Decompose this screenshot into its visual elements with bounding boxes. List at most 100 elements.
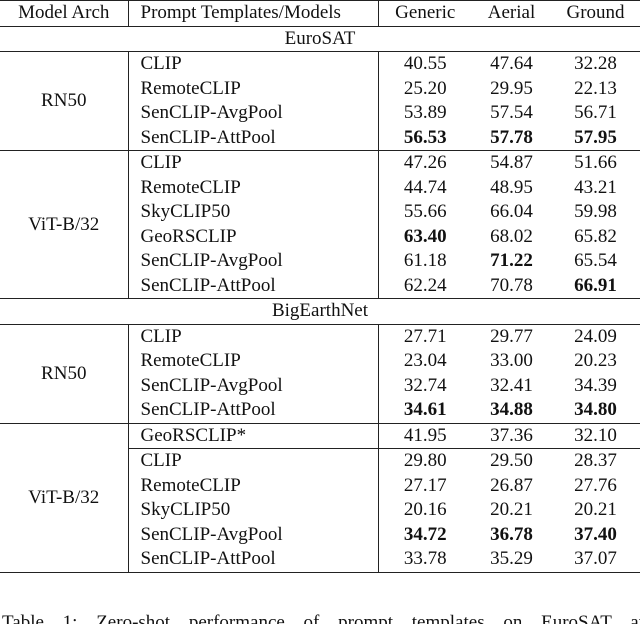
score: 66.04	[490, 201, 533, 223]
score: 62.24	[377, 273, 472, 299]
score: 51.66	[574, 152, 617, 174]
data-row: CLIP 29.80 29.50 28.37	[0, 448, 640, 474]
score: 27.71	[377, 324, 472, 349]
data-row: RemoteCLIP 25.20 29.95 22.13	[0, 76, 640, 101]
score: 57.95	[551, 125, 640, 151]
score: 56.71	[574, 102, 617, 124]
model-name: GeoRSCLIP	[127, 224, 378, 249]
model-arch: ViT-B/32	[0, 423, 128, 573]
score: 20.23	[574, 350, 617, 372]
score: 65.54	[574, 250, 617, 272]
model-arch: RN50	[0, 51, 128, 151]
header-cell: Prompt Templates/Models	[127, 0, 378, 27]
score: 29.80	[377, 448, 472, 474]
score: 27.17	[377, 473, 472, 498]
model-name: CLIP	[127, 51, 378, 77]
score: 23.04	[377, 349, 472, 374]
score: 48.95	[490, 176, 533, 198]
score: 47.64	[490, 53, 533, 75]
header-cell: Ground	[551, 0, 640, 27]
results-table: Model Arch Prompt Templates/Models Generic…	[0, 0, 640, 573]
score: 26.87	[490, 474, 533, 496]
data-row: SkyCLIP50 55.66 66.04 59.98	[0, 200, 640, 225]
score: 65.82	[574, 225, 617, 247]
score: 68.02	[490, 225, 533, 247]
data-row: RN50 CLIP 40.55 47.64 32.28	[0, 51, 640, 151]
model-name: SenCLIP-AttPool	[127, 273, 378, 299]
model-name: SkyCLIP50	[127, 200, 378, 225]
score: 37.07	[551, 547, 640, 573]
header-cell: Aerial	[472, 0, 551, 27]
score: 63.40	[377, 224, 472, 249]
score: 70.78	[472, 273, 551, 299]
score: 29.50	[490, 450, 533, 472]
score: 40.55	[377, 51, 472, 77]
model-name: SenCLIP-AvgPool	[127, 101, 378, 126]
model-arch: ViT-B/32	[0, 150, 128, 299]
model-name: RemoteCLIP	[127, 175, 378, 200]
score: 37.40	[574, 523, 617, 545]
model-name: CLIP	[127, 324, 378, 349]
model-name: CLIP	[127, 150, 378, 176]
score: 47.26	[377, 150, 472, 176]
score: 44.74	[377, 175, 472, 200]
score: 20.21	[574, 499, 617, 521]
score: 36.78	[490, 523, 533, 545]
score: 20.16	[377, 498, 472, 523]
header-cell: Model Arch	[0, 0, 128, 27]
section-row: BigEarthNet	[0, 299, 640, 324]
score: 32.74	[377, 373, 472, 398]
score: 53.89	[377, 101, 472, 126]
data-row: SenCLIP-AvgPool 32.74 32.41 34.39	[0, 373, 640, 398]
data-row: GeoRSCLIP 63.40 68.02 65.82	[0, 224, 640, 249]
score: 59.98	[574, 201, 617, 223]
data-row: RemoteCLIP 27.17 26.87 27.76	[0, 473, 640, 498]
model-name: RemoteCLIP	[127, 349, 378, 374]
data-row: SenCLIP-AttPool 33.78 35.29 37.07	[0, 547, 640, 573]
score: 34.88	[472, 398, 551, 424]
data-row: SenCLIP-AttPool 34.61 34.88 34.80	[0, 398, 640, 424]
model-name: SenCLIP-AvgPool	[127, 522, 378, 547]
score: 22.13	[574, 77, 617, 99]
header-row: Model Arch Prompt Templates/Models Generic…	[0, 0, 640, 27]
data-row: RemoteCLIP 23.04 33.00 20.23	[0, 349, 640, 374]
score: 28.37	[574, 450, 617, 472]
data-row: SenCLIP-AvgPool 34.72 36.78 37.40	[0, 522, 640, 547]
score: 56.53	[377, 125, 472, 151]
score: 41.95	[377, 423, 472, 449]
section-title: EuroSAT	[284, 27, 356, 49]
score: 43.21	[574, 176, 617, 198]
score: 35.29	[472, 547, 551, 573]
score: 54.87	[490, 152, 533, 174]
caption: Table 1: Zero-shot performance of prompt…	[2, 612, 640, 624]
data-row: RN50 CLIP 27.71 29.77 24.09	[0, 324, 640, 424]
score: 20.21	[490, 499, 533, 521]
score: 32.10	[551, 423, 640, 449]
model-name: SenCLIP-AvgPool	[127, 373, 378, 398]
score: 71.22	[490, 250, 533, 272]
score: 57.54	[490, 102, 533, 124]
model-arch: RN50	[0, 324, 128, 424]
data-row: ViT-B/32 CLIP 47.26 54.87 51.66	[0, 150, 640, 299]
model-name: RemoteCLIP	[127, 473, 378, 498]
model-name: SenCLIP-AvgPool	[127, 249, 378, 274]
data-row: SenCLIP-AttPool 56.53 57.78 57.95	[0, 125, 640, 151]
score: 34.39	[574, 374, 617, 396]
data-row: SenCLIP-AttPool 62.24 70.78 66.91	[0, 273, 640, 299]
score: 61.18	[377, 249, 472, 274]
section-title: BigEarthNet	[271, 300, 369, 322]
score: 34.72	[377, 522, 472, 547]
score: 55.66	[377, 200, 472, 225]
score: 32.28	[574, 53, 617, 75]
model-name: GeoRSCLIP*	[127, 423, 378, 449]
model-name: SenCLIP-AttPool	[127, 398, 378, 424]
score: 24.09	[574, 325, 617, 347]
data-row: SkyCLIP50 20.16 20.21 20.21	[0, 498, 640, 523]
score: 25.20	[377, 76, 472, 101]
data-row: SenCLIP-AvgPool 61.18 71.22 65.54	[0, 249, 640, 274]
model-name: SenCLIP-AttPool	[127, 547, 378, 573]
score: 33.78	[377, 547, 472, 573]
score: 33.00	[490, 350, 533, 372]
score: 34.80	[551, 398, 640, 424]
model-name: RemoteCLIP	[127, 76, 378, 101]
